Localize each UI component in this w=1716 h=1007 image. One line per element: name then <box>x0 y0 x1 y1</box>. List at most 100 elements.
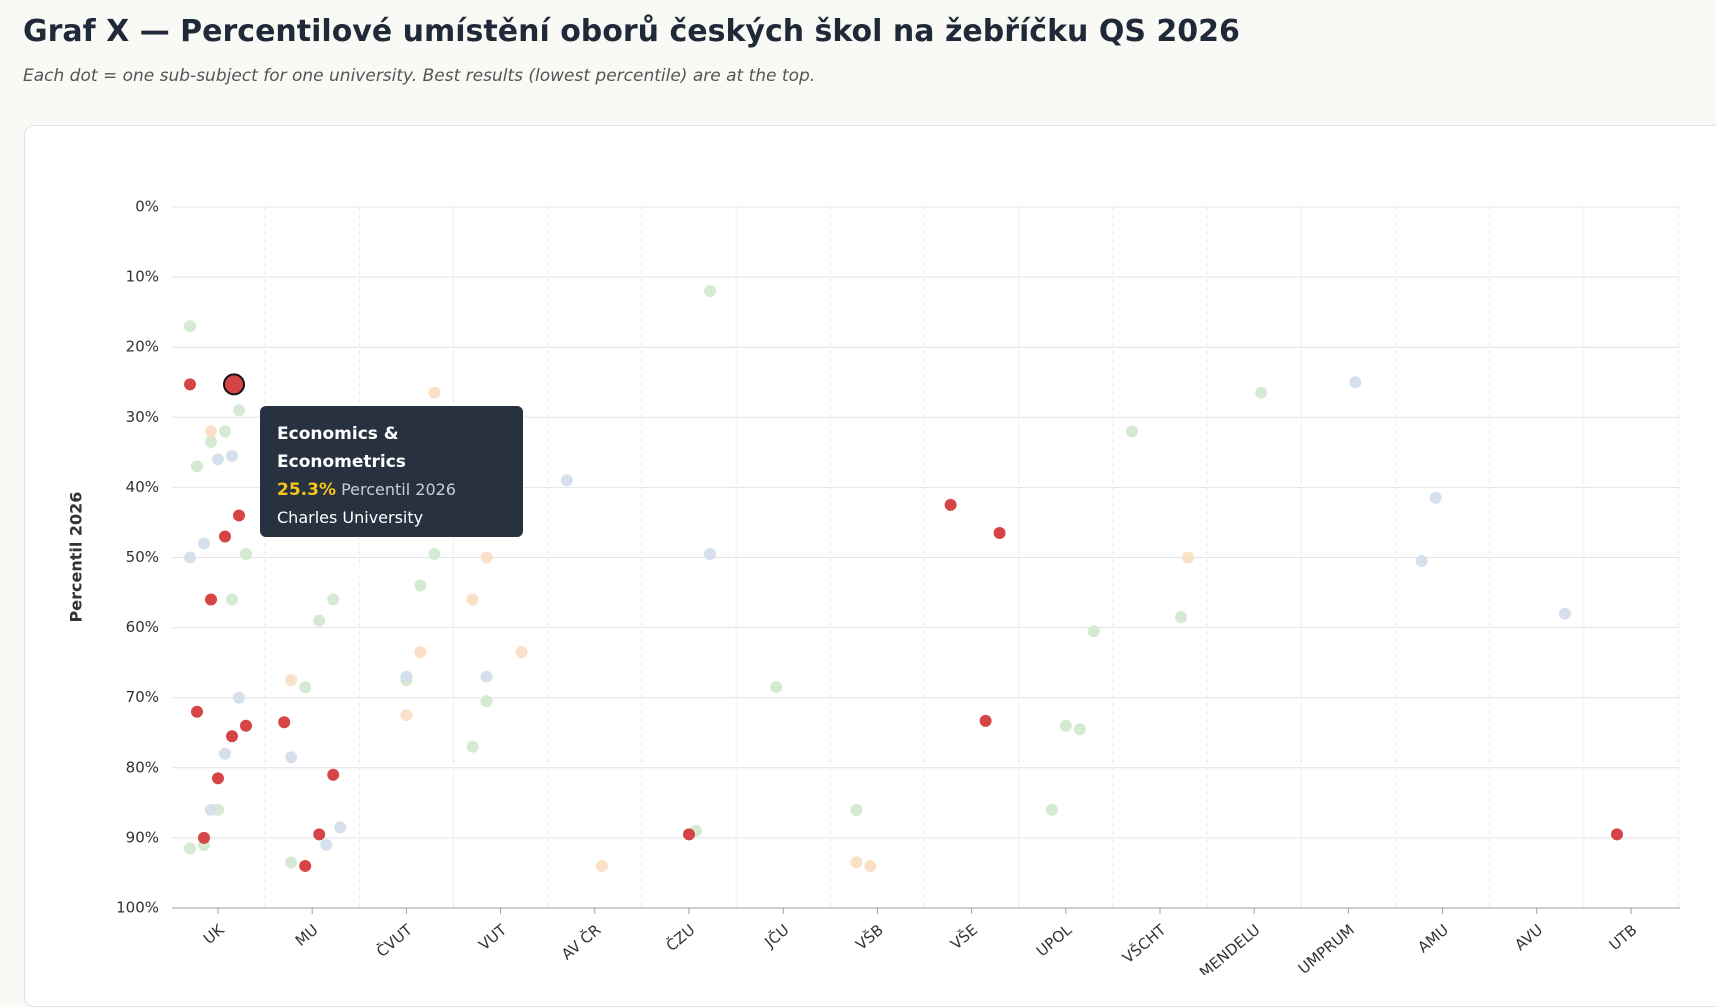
x-tick-label: ČVUT <box>372 919 416 960</box>
dot <box>1126 425 1138 438</box>
x-tick-label: AMU <box>1414 921 1452 957</box>
x-tick-label: UTB <box>1606 921 1641 954</box>
dot <box>1059 719 1072 732</box>
dot <box>219 530 231 543</box>
dot <box>184 378 196 391</box>
dot <box>184 320 196 333</box>
x-tick-label: ČZU <box>662 920 699 955</box>
dot <box>1175 611 1187 624</box>
dot <box>205 425 217 438</box>
dot <box>240 719 252 732</box>
dot <box>299 859 312 872</box>
dot <box>285 674 298 687</box>
y-tick-label: 10% <box>126 268 159 286</box>
dot <box>327 768 340 781</box>
y-tick-label: 60% <box>126 618 159 636</box>
subtitle: Each dot = one sub-subject for one unive… <box>23 66 816 86</box>
y-tick-label: 50% <box>126 548 159 566</box>
dot <box>205 803 217 816</box>
dot <box>1429 491 1442 504</box>
dot <box>1045 803 1058 816</box>
dot <box>184 551 196 564</box>
y-tick-label: 70% <box>126 688 159 706</box>
dot <box>595 859 608 872</box>
tooltip-area: Social Sciences & Management <box>277 535 418 581</box>
y-tick-label: 0% <box>135 198 159 216</box>
dot <box>313 614 326 627</box>
dot <box>233 509 245 522</box>
dot <box>1558 607 1571 620</box>
x-tick-label: UK <box>200 920 228 948</box>
y-axis-title: Percentil 2026 <box>67 492 86 623</box>
x-tick-label: AV ČR <box>557 920 604 964</box>
dot <box>313 828 326 841</box>
tooltip-title: Economics & Econometrics <box>277 424 406 472</box>
dot <box>1255 386 1268 399</box>
dot <box>414 646 427 659</box>
x-tick-label: UMPRUM <box>1295 921 1358 975</box>
dot <box>944 498 957 511</box>
y-tick-label: 100% <box>116 899 159 917</box>
dot <box>466 593 479 606</box>
dot <box>400 709 413 722</box>
dot <box>212 772 224 785</box>
dot <box>704 547 716 560</box>
x-tick-label: MU <box>292 921 322 950</box>
y-tick-label: 30% <box>126 408 159 426</box>
title: Graf X — Percentilové umístění oborů čes… <box>23 14 1240 49</box>
dot <box>191 460 203 473</box>
dot <box>1073 723 1086 736</box>
dot <box>1415 555 1428 568</box>
dot <box>1087 625 1100 638</box>
dot <box>414 579 427 592</box>
dot <box>770 681 783 694</box>
x-tick-label: JČU <box>760 920 793 952</box>
tooltip: Economics & Econometrics 25.3% Percentil… <box>260 406 523 581</box>
dot <box>285 751 298 764</box>
hovered-dot <box>223 373 245 396</box>
dot <box>560 474 573 487</box>
dot <box>240 547 252 560</box>
dot <box>480 695 493 708</box>
y-tick-label: 90% <box>126 828 159 846</box>
dot <box>979 714 992 727</box>
dot <box>993 526 1006 539</box>
dot <box>1611 828 1623 841</box>
dot <box>400 670 413 683</box>
y-tick-label: 20% <box>126 338 159 356</box>
dot <box>850 803 863 816</box>
chart: Percentil 2026 0% 10% 20% 30% 40% 50% 60% 70% 80… <box>67 198 1680 975</box>
dot <box>226 449 238 462</box>
dot <box>205 435 217 448</box>
dot <box>320 838 333 851</box>
y-tick-label: 40% <box>126 478 159 496</box>
dot <box>191 705 203 718</box>
dot <box>212 453 224 466</box>
dot <box>226 593 238 606</box>
dot <box>480 670 493 683</box>
dot <box>226 730 238 743</box>
dot <box>850 856 863 869</box>
dot <box>1182 551 1194 564</box>
x-tick-label: VŠCHT <box>1118 919 1170 967</box>
tooltip-university: Charles University <box>277 508 424 527</box>
x-tick-label: MENDELU <box>1196 921 1264 975</box>
x-tick-label: VŠE <box>946 920 981 953</box>
dot <box>428 547 441 560</box>
dot <box>334 821 347 834</box>
dot <box>704 285 716 298</box>
dot <box>278 716 291 729</box>
dot <box>864 859 877 872</box>
dot <box>428 386 441 399</box>
dot <box>683 828 695 841</box>
dot <box>205 593 217 606</box>
tooltip-metric: Percentil 2026 <box>341 480 456 499</box>
dot <box>198 537 210 550</box>
dot <box>480 551 493 564</box>
dot <box>327 593 340 606</box>
x-tick-label: VUT <box>475 920 511 954</box>
dot <box>285 856 298 869</box>
dot <box>233 404 245 417</box>
dot <box>219 747 231 760</box>
page: Graf X — Percentilové umístění oborů čes… <box>23 14 1716 1007</box>
